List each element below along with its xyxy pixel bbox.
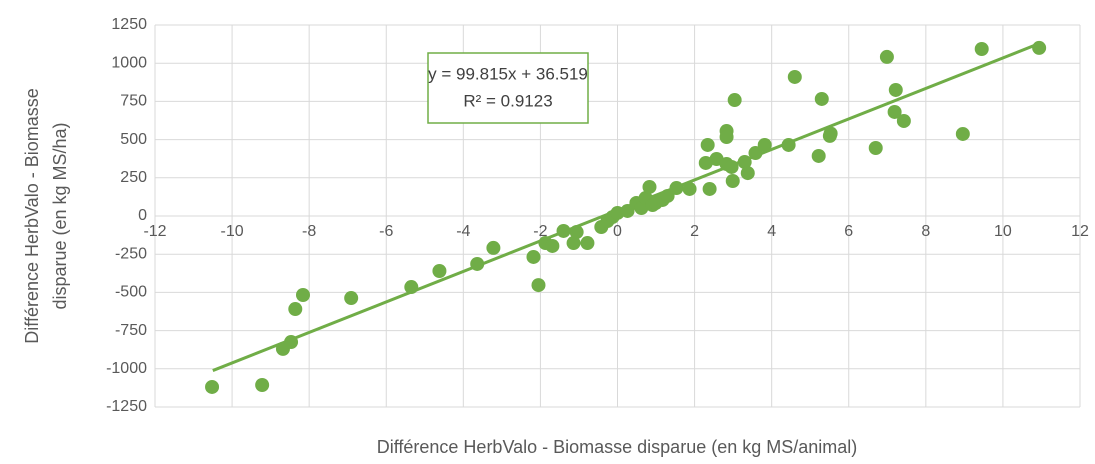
point <box>669 181 684 196</box>
point <box>879 49 894 64</box>
point <box>288 302 303 317</box>
point <box>814 91 829 106</box>
y-tick-label: -250 <box>115 245 147 262</box>
x-tick-label: 2 <box>690 223 699 240</box>
grid <box>154 24 1081 408</box>
point <box>757 137 772 152</box>
point <box>700 137 715 152</box>
point <box>748 146 763 161</box>
y-tick-label: 250 <box>120 169 147 186</box>
y-tick-label: -750 <box>115 322 147 339</box>
point <box>727 93 742 108</box>
x-tick-label: 6 <box>844 223 853 240</box>
point <box>284 335 299 350</box>
x-axis-title: Différence HerbValo - Biomasse disparue … <box>377 437 858 457</box>
marks <box>205 40 1047 394</box>
y-tick-label: 500 <box>120 131 147 148</box>
y-tick-label: 0 <box>138 207 147 224</box>
y-tick-label: 1000 <box>111 54 147 71</box>
point <box>642 179 657 194</box>
equation-box <box>427 52 589 124</box>
x-tick-label: 4 <box>767 223 776 240</box>
point <box>255 377 270 392</box>
point <box>719 130 734 145</box>
x-tick-label: -10 <box>221 223 244 240</box>
x-tick-label: 12 <box>1071 223 1089 240</box>
trendline-equation: y = 99.815x + 36.519 <box>428 64 588 83</box>
y-axis-title: Différence HerbValo - Biomasse disparue … <box>22 88 70 343</box>
point <box>682 181 697 196</box>
point <box>974 41 989 56</box>
point <box>470 256 485 271</box>
x-tick-label: 10 <box>994 223 1012 240</box>
point <box>566 236 581 251</box>
x-tick-label: 8 <box>921 223 930 240</box>
point <box>781 137 796 152</box>
point <box>724 159 739 174</box>
point <box>205 379 220 394</box>
y-tick-label: -1250 <box>106 398 147 415</box>
point <box>740 166 755 181</box>
y-tick-label: -1000 <box>106 360 147 377</box>
point <box>887 104 902 119</box>
y-tick-label: 750 <box>120 93 147 110</box>
point <box>545 238 560 253</box>
point <box>1032 40 1047 55</box>
point <box>823 126 838 141</box>
point <box>344 291 359 306</box>
x-tick-label: -2 <box>533 223 547 240</box>
x-tick-label: -6 <box>379 223 393 240</box>
x-tick-label: -8 <box>302 223 316 240</box>
point <box>486 240 501 255</box>
point <box>896 113 911 128</box>
point <box>737 155 752 170</box>
x-tick-label: 0 <box>613 223 622 240</box>
y-axis-title-line: disparue (en kg MS/ha) <box>50 122 70 309</box>
x-tick-label: -12 <box>143 223 166 240</box>
point <box>955 126 970 141</box>
point <box>569 225 584 240</box>
point <box>531 278 546 293</box>
point <box>787 69 802 84</box>
point <box>296 287 310 302</box>
point <box>811 148 826 163</box>
y-tick-label: -500 <box>115 284 147 301</box>
point <box>702 181 717 196</box>
point <box>556 223 571 238</box>
x-tick-label: -4 <box>456 223 470 240</box>
point <box>698 155 713 170</box>
point <box>725 174 740 189</box>
y-axis-title-line: Différence HerbValo - Biomasse <box>22 88 42 343</box>
point <box>580 236 595 251</box>
point <box>888 82 903 97</box>
point <box>432 264 447 279</box>
point <box>868 141 883 156</box>
y-tick-label: 1250 <box>111 16 147 33</box>
point <box>404 280 419 295</box>
point <box>526 249 541 264</box>
trendline-r2: R² = 0.9123 <box>463 91 552 110</box>
